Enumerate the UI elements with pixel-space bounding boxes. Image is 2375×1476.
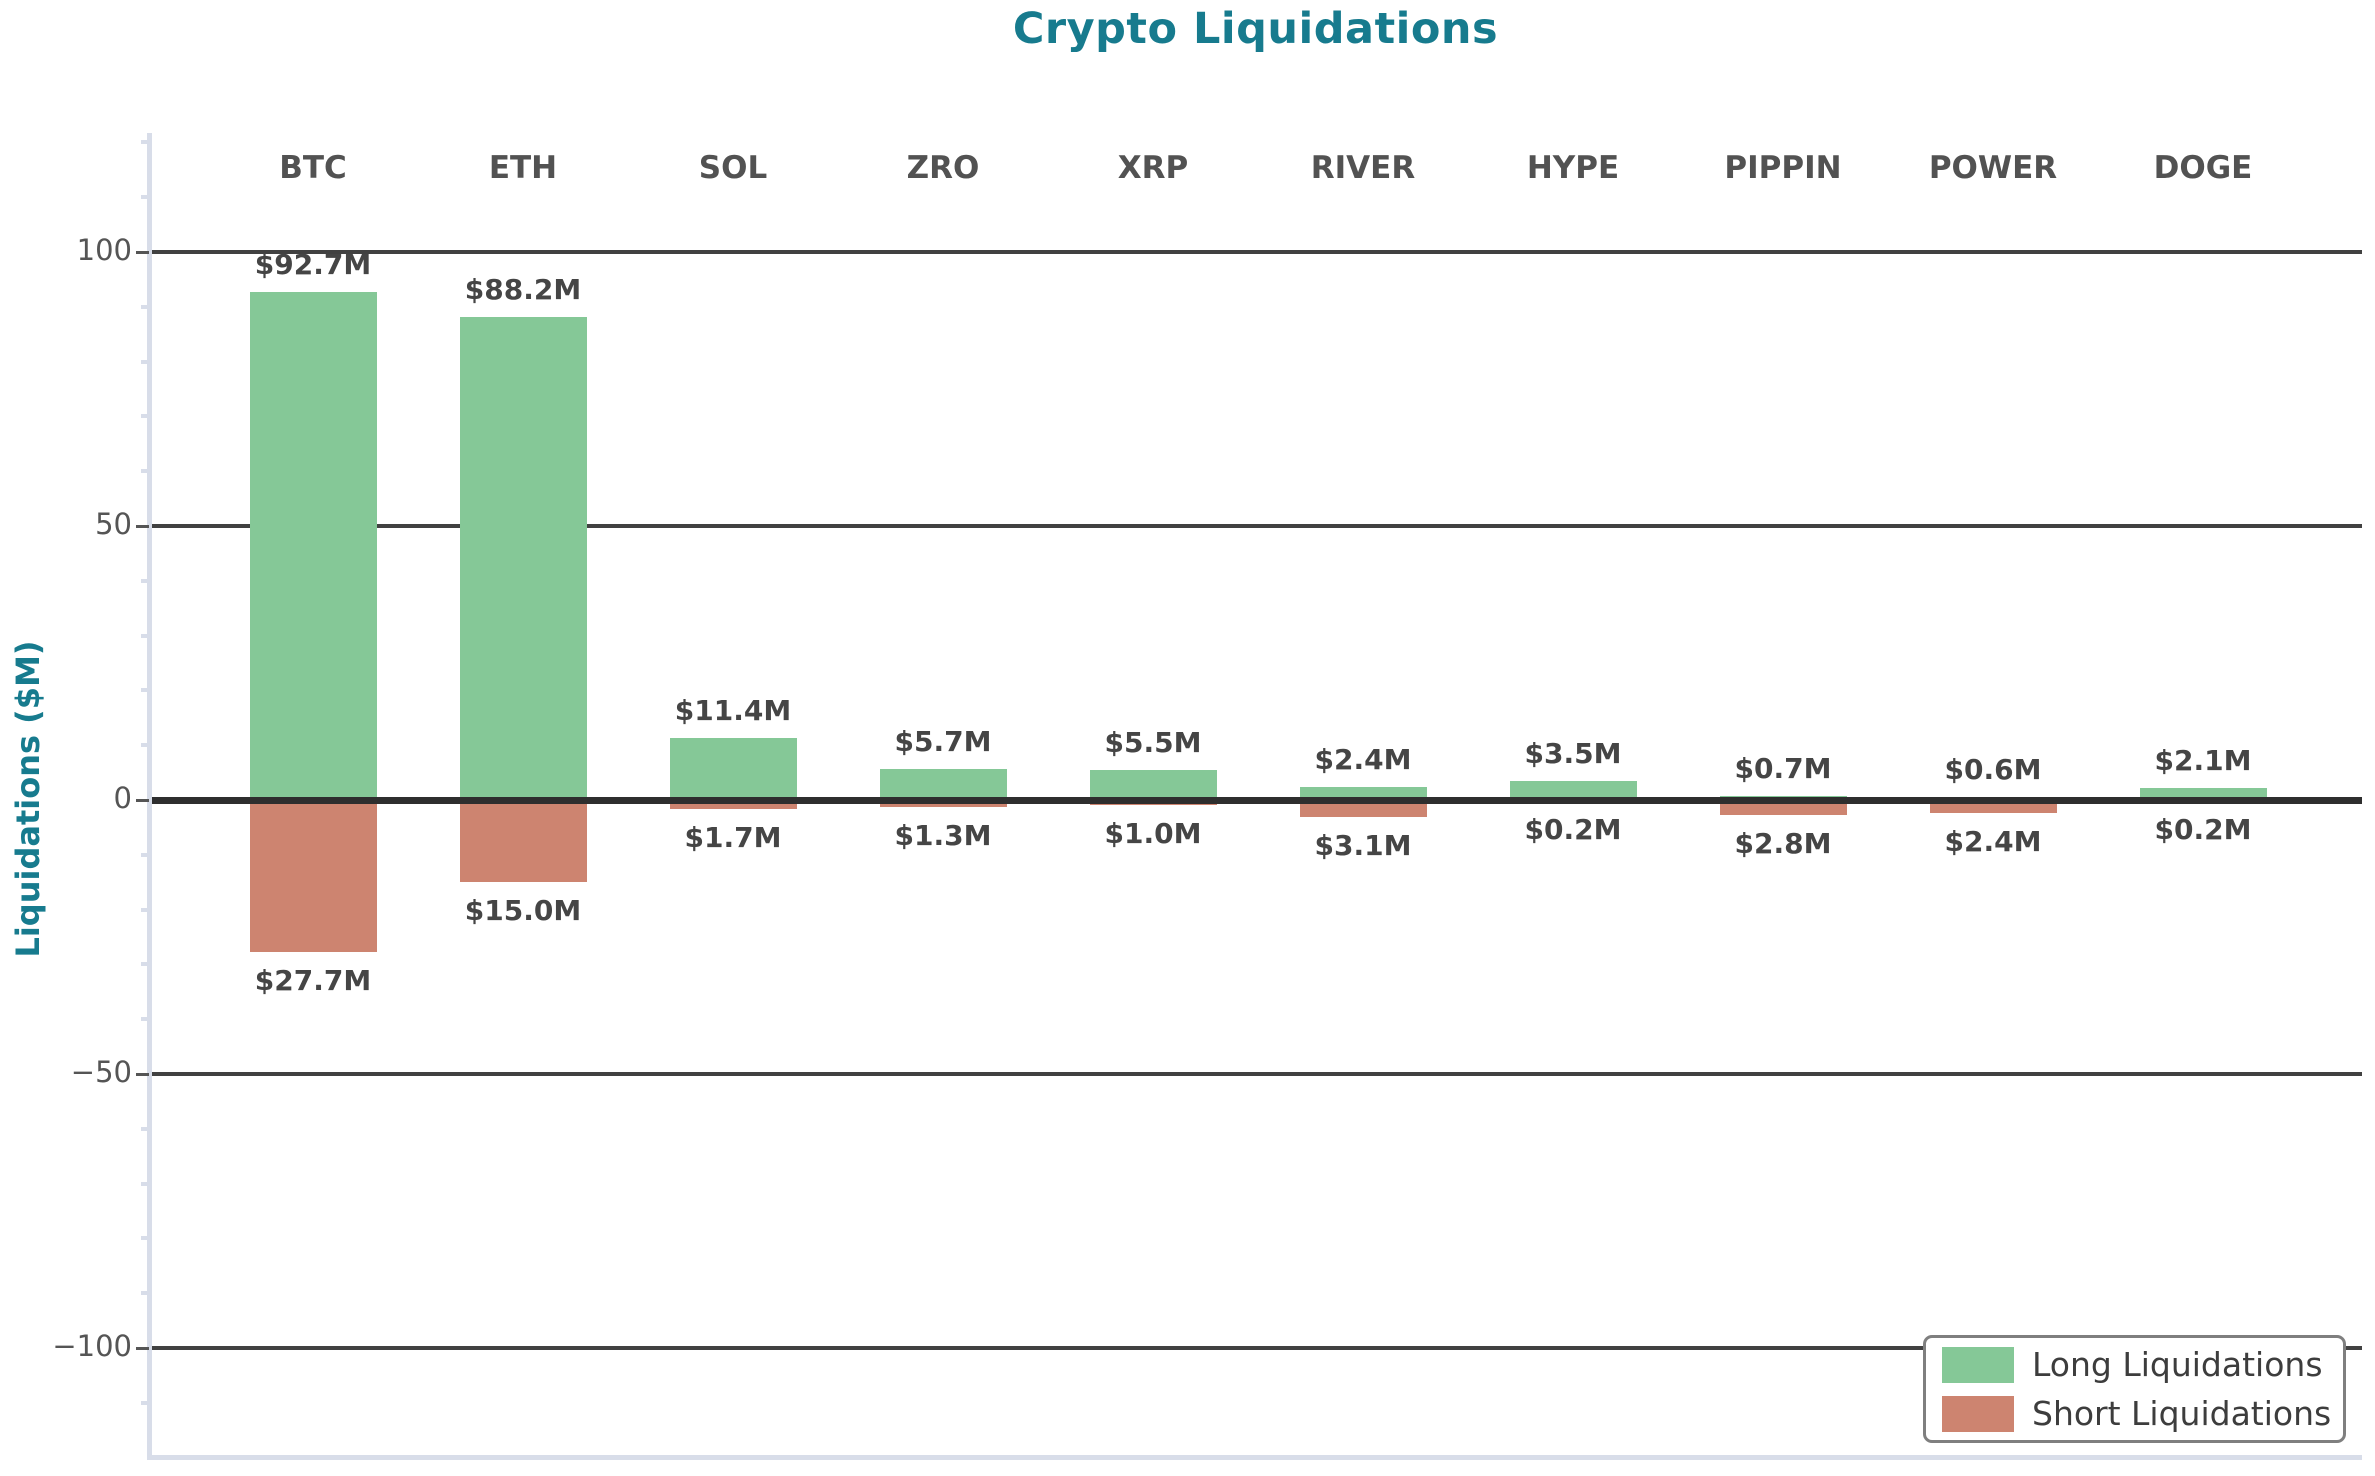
y-major-tick xyxy=(136,1346,149,1350)
short-bar-sol xyxy=(669,800,797,810)
y-major-tick xyxy=(136,1072,149,1076)
category-label-doge: DOGE xyxy=(2153,150,2253,186)
y-minor-tick xyxy=(141,578,149,583)
gridline-50 xyxy=(149,524,2362,528)
short-value-label-pippin: $2.8M xyxy=(1734,827,1832,861)
y-minor-tick xyxy=(141,1126,149,1131)
category-label-xrp: XRP xyxy=(1117,150,1189,186)
y-tick-label: 100 xyxy=(76,233,132,267)
y-major-tick xyxy=(136,524,149,528)
short-value-label-river: $3.1M xyxy=(1314,828,1412,862)
y-minor-tick xyxy=(141,359,149,364)
y-tick-label: 0 xyxy=(113,781,132,815)
short-value-label-btc: $27.7M xyxy=(254,963,372,997)
gridline-−50 xyxy=(149,1072,2362,1076)
y-minor-tick xyxy=(141,195,149,200)
y-minor-tick xyxy=(141,962,149,967)
legend-swatch-long xyxy=(1942,1346,2014,1383)
y-tick-label: 50 xyxy=(95,507,132,541)
long-value-label-river: $2.4M xyxy=(1314,742,1412,776)
short-value-label-hype: $0.2M xyxy=(1524,813,1622,847)
short-bar-eth xyxy=(459,800,587,883)
short-bar-btc xyxy=(249,800,377,952)
y-major-tick xyxy=(136,798,149,802)
category-label-power: POWER xyxy=(1928,150,2058,186)
y-minor-tick xyxy=(141,852,149,857)
short-value-label-zro: $1.3M xyxy=(894,819,992,853)
y-major-tick xyxy=(136,250,149,254)
short-bar-zro xyxy=(879,800,1007,808)
left-axis-spine xyxy=(147,133,152,1460)
category-label-sol: SOL xyxy=(698,150,768,186)
category-label-btc: BTC xyxy=(279,150,347,186)
legend-row-short: Short Liquidations xyxy=(1926,1394,2343,1433)
short-value-label-sol: $1.7M xyxy=(684,821,782,855)
y-minor-tick xyxy=(141,688,149,693)
gridline-100 xyxy=(149,250,2362,254)
short-value-label-eth: $15.0M xyxy=(464,894,582,928)
y-minor-tick xyxy=(141,907,149,912)
long-value-label-zro: $5.7M xyxy=(894,724,992,758)
y-minor-tick xyxy=(141,743,149,748)
y-minor-tick xyxy=(141,140,149,145)
long-bar-zro xyxy=(879,768,1007,800)
y-minor-tick xyxy=(141,1400,149,1405)
long-value-label-sol: $11.4M xyxy=(674,693,792,727)
y-minor-tick xyxy=(141,1017,149,1022)
long-value-label-xrp: $5.5M xyxy=(1104,725,1202,759)
y-minor-tick xyxy=(141,633,149,638)
short-bar-pippin xyxy=(1719,800,1847,816)
long-bar-eth xyxy=(459,316,587,800)
legend-row-long: Long Liquidations xyxy=(1926,1345,2343,1384)
category-label-river: RIVER xyxy=(1310,150,1416,186)
long-bar-sol xyxy=(669,737,797,800)
long-bar-doge xyxy=(2139,788,2267,800)
category-label-eth: ETH xyxy=(488,150,558,186)
long-bar-btc xyxy=(249,292,377,800)
legend: Long Liquidations Short Liquidations xyxy=(1923,1335,2346,1443)
legend-swatch-short xyxy=(1942,1395,2014,1432)
long-value-label-btc: $92.7M xyxy=(254,248,372,281)
short-bar-river xyxy=(1299,800,1427,817)
category-label-hype: HYPE xyxy=(1526,150,1620,186)
zero-gridline xyxy=(149,796,2362,804)
category-label-zro: ZRO xyxy=(906,150,980,186)
gridline-−100 xyxy=(149,1346,2362,1350)
y-minor-tick xyxy=(141,1236,149,1241)
long-bar-hype xyxy=(1509,780,1637,800)
y-minor-tick xyxy=(141,304,149,309)
bottom-axis-spine xyxy=(147,1455,2362,1460)
y-minor-tick xyxy=(141,1181,149,1186)
y-minor-tick xyxy=(141,414,149,419)
long-value-label-doge: $2.1M xyxy=(2154,744,2252,778)
short-value-label-power: $2.4M xyxy=(1944,825,2042,859)
chart-title: Crypto Liquidations xyxy=(1012,4,1499,54)
legend-label-short: Short Liquidations xyxy=(2032,1394,2332,1433)
y-tick-label: −50 xyxy=(70,1055,132,1089)
category-label-pippin: PIPPIN xyxy=(1724,150,1842,186)
y-tick-label: −100 xyxy=(52,1329,132,1363)
short-value-label-xrp: $1.0M xyxy=(1104,817,1202,851)
long-value-label-pippin: $0.7M xyxy=(1734,752,1832,786)
long-bar-xrp xyxy=(1089,769,1217,800)
long-value-label-power: $0.6M xyxy=(1944,752,2042,786)
legend-label-long: Long Liquidations xyxy=(2032,1345,2323,1384)
short-value-label-doge: $0.2M xyxy=(2154,813,2252,847)
long-value-label-hype: $3.5M xyxy=(1524,736,1622,770)
long-value-label-eth: $88.2M xyxy=(464,272,582,306)
y-minor-tick xyxy=(141,469,149,474)
y-minor-tick xyxy=(141,1291,149,1296)
